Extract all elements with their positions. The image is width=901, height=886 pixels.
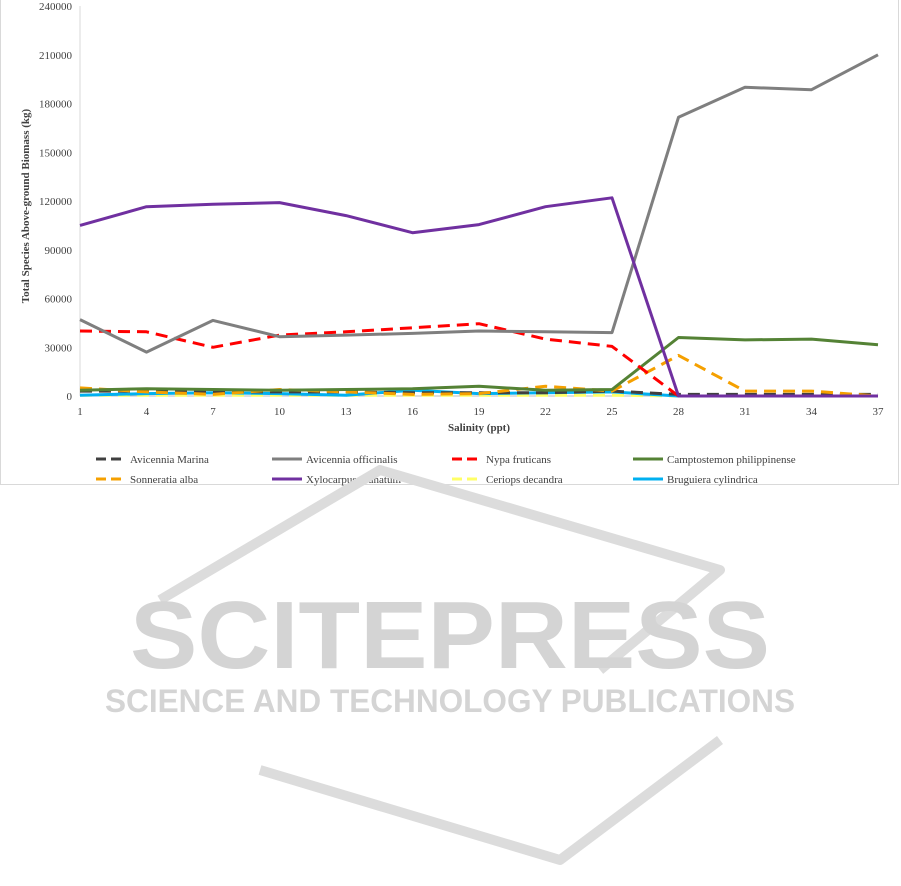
series-line-avicennia-officinalis [79, 53, 879, 354]
x-axis-title: Salinity (ppt) [448, 422, 510, 434]
series-line-camptostemon-philippinense [79, 336, 879, 392]
legend-label: Sonneratia alba [130, 474, 198, 486]
y-tick-label: 120000 [39, 196, 73, 208]
y-axis-title: Total Species Above-ground Biomass (kg) [20, 108, 32, 303]
x-tick-label: 28 [673, 406, 685, 418]
y-tick-label: 240000 [39, 1, 73, 13]
x-tick-label: 22 [540, 406, 551, 418]
legend-label: Camptostemon philippinense [667, 454, 796, 466]
y-tick-label: 150000 [39, 147, 73, 159]
x-tick-label: 25 [607, 406, 619, 418]
legend-label: Avicennia Marina [130, 454, 209, 466]
y-tick-label: 0 [67, 391, 73, 403]
x-tick-label: 1 [77, 406, 83, 418]
watermark-logo: SCITEPRESS SCIENCE AND TECHNOLOGY PUBLIC… [105, 465, 795, 865]
y-tick-label: 60000 [45, 294, 73, 306]
x-tick-label: 13 [341, 406, 353, 418]
x-tick-label: 4 [144, 406, 150, 418]
y-tick-label: 90000 [45, 245, 73, 257]
x-tick-label: 19 [474, 406, 486, 418]
legend-label: Avicennia officinalis [306, 454, 398, 466]
legend-label: Bruguiera cylindrica [667, 474, 758, 486]
x-tick-label: 34 [806, 406, 818, 418]
line-chart: 0 30000 60000 90000 120000 150000 180000 210000… [20, 1, 885, 486]
y-tick-label: 180000 [39, 99, 73, 111]
watermark-sub-text: SCIENCE AND TECHNOLOGY PUBLICATIONS [105, 683, 795, 719]
legend-label: Nypa fruticans [486, 454, 551, 466]
watermark-main-text: SCITEPRESS [130, 582, 770, 689]
series-line-xylocarpus-granatum [79, 196, 878, 398]
x-tick-label: 31 [740, 406, 751, 418]
x-tick-label: 37 [873, 406, 885, 418]
legend-label: Ceriops decandra [486, 474, 563, 486]
x-tick-label: 16 [407, 406, 419, 418]
x-tick-label: 10 [274, 406, 286, 418]
y-tick-label: 30000 [45, 342, 73, 354]
x-tick-label: 7 [210, 406, 216, 418]
y-tick-label: 210000 [39, 50, 73, 62]
chart-frame [0, 0, 899, 485]
series-line-sonneratia-alba [79, 353, 879, 398]
